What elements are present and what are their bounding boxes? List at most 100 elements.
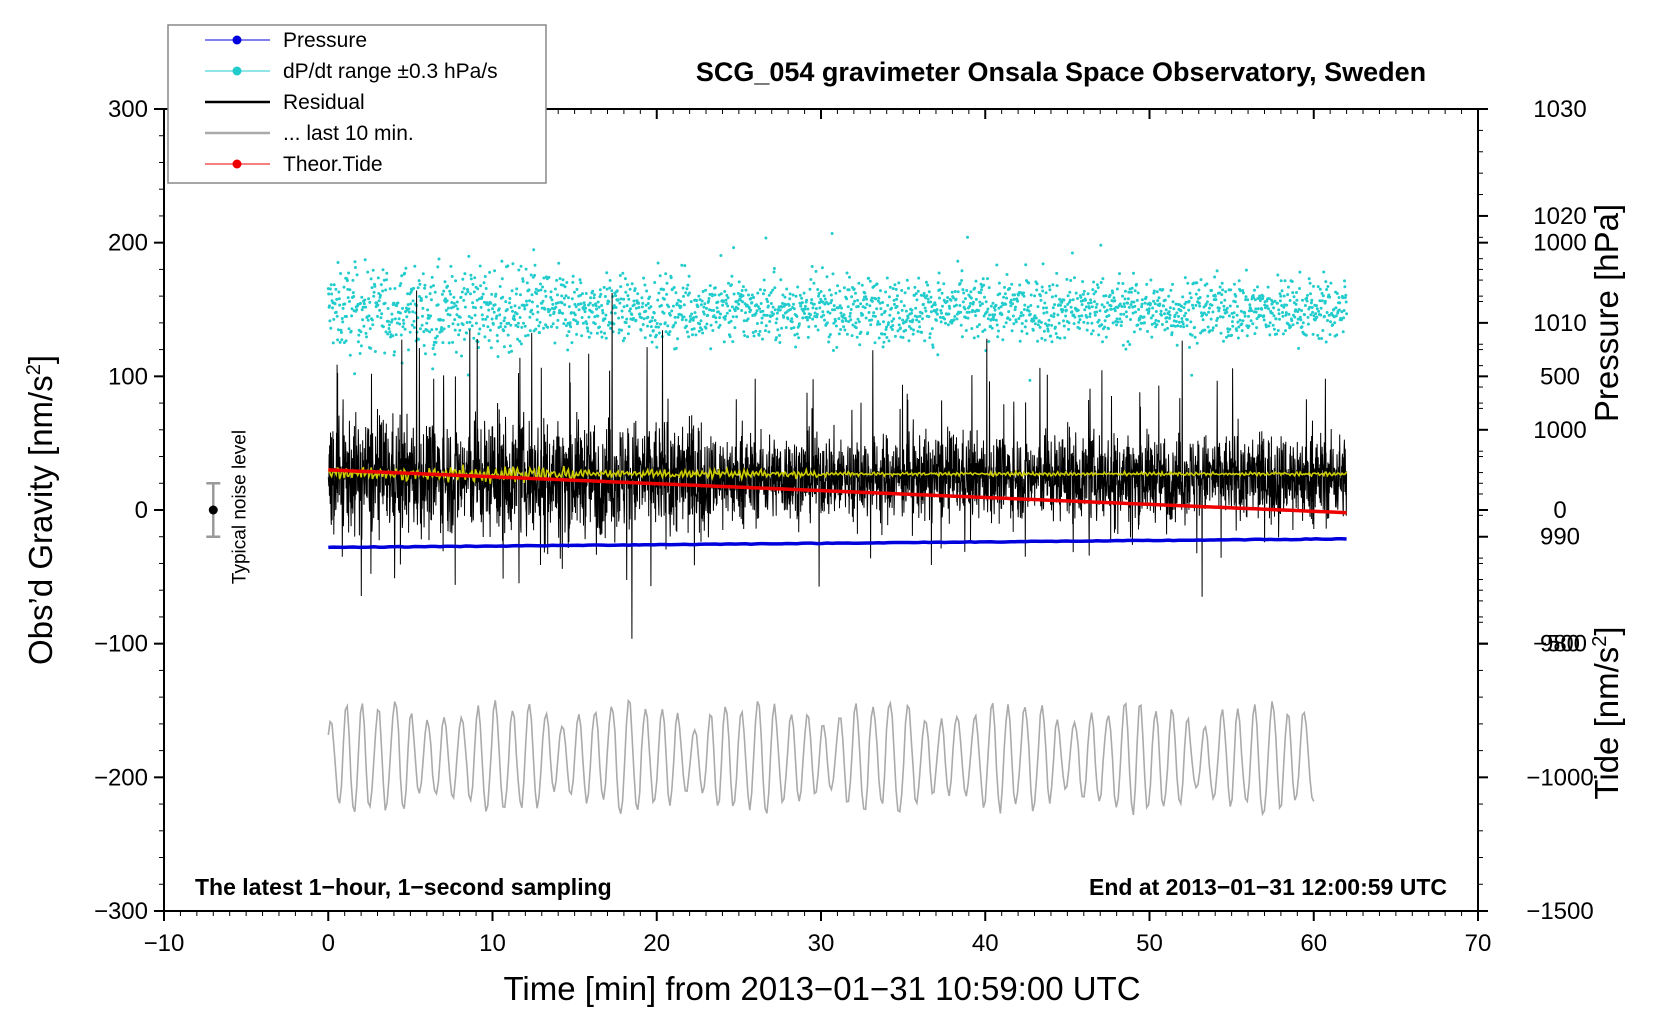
dpdt-point (1312, 314, 1316, 318)
dpdt-point (1197, 288, 1201, 292)
dpdt-point (1013, 308, 1017, 312)
dpdt-point (761, 337, 764, 341)
dpdt-point (719, 312, 722, 316)
dpdt-point (1244, 295, 1248, 299)
dpdt-point (894, 287, 898, 291)
dpdt-point (1241, 289, 1245, 292)
dpdt-point (556, 301, 560, 305)
dpdt-point (1206, 325, 1210, 329)
dpdt-point (928, 336, 932, 340)
dpdt-point (1296, 317, 1300, 321)
dpdt-point (368, 327, 372, 331)
dpdt-point (800, 301, 804, 305)
dpdt-point (662, 297, 666, 301)
dpdt-point (1343, 296, 1347, 300)
dpdt-point (705, 306, 708, 310)
dpdt-point (1225, 335, 1228, 339)
dpdt-point (1260, 307, 1264, 311)
dpdt-point (953, 315, 957, 318)
dpdt-point (618, 301, 622, 305)
dpdt-point (473, 276, 477, 280)
dpdt-point (681, 286, 685, 290)
dpdt-point (896, 329, 900, 333)
dpdt-point (454, 350, 458, 354)
dpdt-point (956, 259, 960, 263)
dpdt-point (614, 306, 618, 309)
dpdt-point (895, 304, 899, 308)
dpdt-point (1022, 308, 1026, 311)
dpdt-point (435, 327, 438, 331)
dpdt-point (1175, 311, 1179, 315)
dpdt-point (525, 299, 528, 303)
dpdt-point (465, 331, 469, 335)
dpdt-point (782, 315, 786, 319)
dpdt-point (485, 315, 489, 319)
y-tick-label: 200 (108, 230, 148, 257)
dpdt-point (1315, 307, 1319, 311)
dpdt-point (895, 297, 899, 301)
dpdt-point (411, 299, 415, 303)
dpdt-point (755, 309, 759, 313)
dpdt-point (599, 330, 603, 334)
dpdt-point (518, 339, 522, 343)
dpdt-point (423, 283, 427, 287)
dpdt-point (1306, 315, 1310, 319)
dpdt-point (385, 271, 389, 275)
dpdt-point (1225, 310, 1229, 314)
dpdt-point (421, 314, 424, 318)
dpdt-point (799, 304, 803, 308)
dpdt-point (755, 322, 759, 325)
dpdt-point (643, 283, 647, 287)
dpdt-point (381, 289, 385, 293)
dpdt-point (817, 294, 820, 298)
dpdt-point (1281, 332, 1285, 336)
dpdt-point (792, 307, 796, 311)
dpdt-point (1315, 304, 1318, 308)
dpdt-point (1002, 325, 1006, 329)
dpdt-point (1217, 306, 1221, 310)
dpdt-point (756, 305, 760, 309)
dpdt-point (648, 295, 652, 299)
dpdt-point (694, 333, 698, 337)
y-tick-label: 100 (108, 363, 148, 390)
dpdt-point (657, 331, 661, 335)
dpdt-point (911, 332, 915, 336)
dpdt-point (494, 316, 498, 320)
dpdt-point (610, 289, 614, 293)
dpdt-point (1020, 322, 1024, 325)
y-tick-label: −300 (94, 898, 148, 925)
dpdt-point (516, 321, 520, 325)
dpdt-point (860, 283, 864, 287)
dpdt-point (847, 288, 851, 292)
dpdt-point (670, 309, 674, 313)
dpdt-point (856, 317, 860, 321)
dpdt-point (392, 301, 396, 305)
dpdt-point (864, 295, 868, 299)
dpdt-point (1099, 281, 1103, 284)
dpdt-point (659, 322, 663, 326)
dpdt-point (679, 304, 683, 308)
dpdt-point (986, 307, 990, 311)
dpdt-point (716, 300, 720, 304)
dpdt-point (822, 313, 826, 317)
dpdt-point (1301, 298, 1304, 302)
dpdt-point (723, 290, 727, 293)
dpdt-point (869, 323, 873, 327)
dpdt-point (1259, 314, 1263, 318)
noise-level-indicator: Typical noise level (206, 430, 250, 584)
dpdt-point (489, 346, 493, 350)
dpdt-point (1000, 313, 1004, 317)
dpdt-point (437, 257, 441, 261)
dpdt-point (993, 313, 997, 317)
dpdt-point (992, 318, 996, 322)
dpdt-point (1320, 299, 1324, 303)
dpdt-point (1084, 298, 1087, 302)
dpdt-point (878, 322, 882, 326)
dpdt-point (487, 308, 491, 312)
dpdt-point (870, 296, 874, 300)
dpdt-point (471, 282, 475, 286)
dpdt-point (1138, 327, 1142, 331)
dpdt-point (525, 303, 529, 307)
dpdt-point (1194, 303, 1198, 307)
